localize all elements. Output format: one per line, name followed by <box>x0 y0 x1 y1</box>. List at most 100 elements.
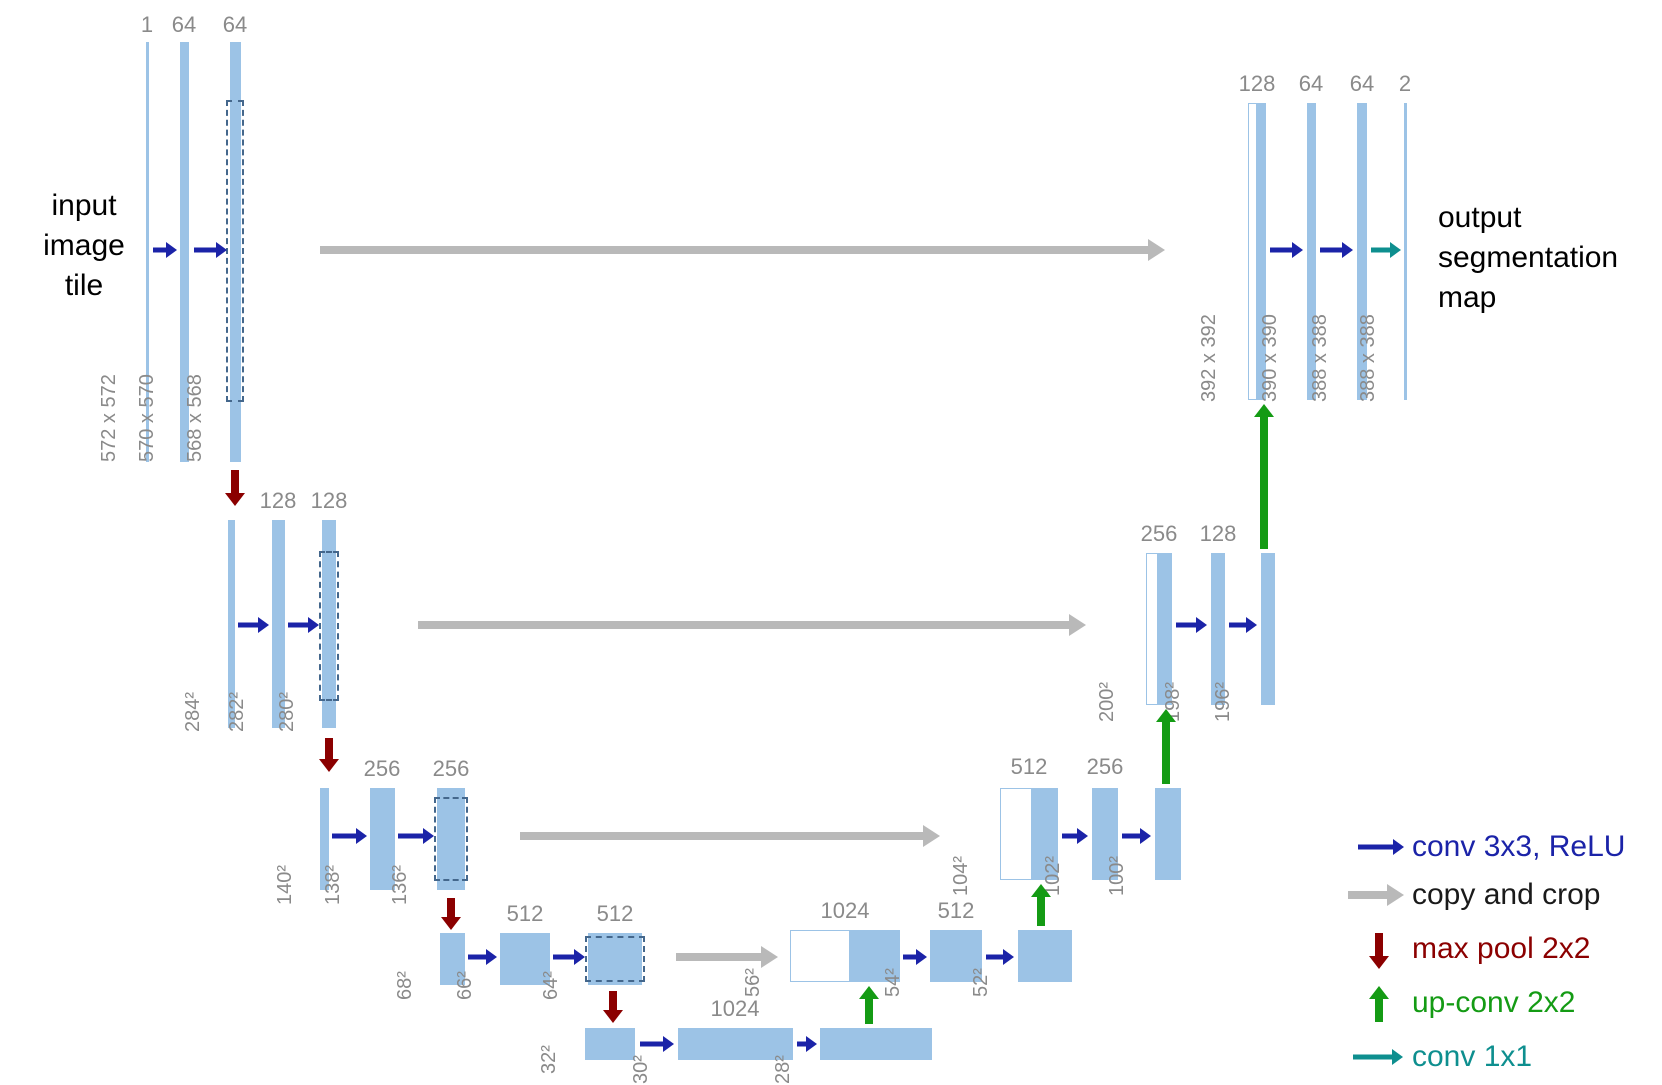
feature-map-bar <box>850 930 900 982</box>
copied-feature-map-bar <box>1146 553 1158 705</box>
conv3x3-arrow <box>398 827 434 845</box>
spatial-size-label: 140² <box>274 864 296 905</box>
feature-map-bar <box>437 788 465 890</box>
spatial-size-label: 282² <box>226 691 248 732</box>
legend-copy-crop-arrow <box>1348 882 1404 908</box>
feature-map-bar <box>1357 103 1367 400</box>
conv3x3-arrow <box>1062 827 1088 845</box>
feature-map-bar <box>678 1028 793 1060</box>
feature-map-bar <box>1211 553 1225 705</box>
spatial-size-label: 280² <box>276 691 298 732</box>
channel-count-label: 64 <box>1298 71 1324 96</box>
legend-conv1x1-arrow <box>1353 1046 1403 1068</box>
conv3x3-arrow <box>1270 241 1303 259</box>
feature-map-bar <box>1018 930 1072 982</box>
copied-feature-map-bar <box>790 930 850 982</box>
feature-map-bar <box>1155 788 1181 880</box>
legend-conv3x3-arrow <box>1358 836 1404 858</box>
channel-count-label: 128 <box>1199 521 1237 546</box>
channel-count-label: 512 <box>1010 754 1048 779</box>
input-label-line: image <box>43 229 125 262</box>
up-conv-arrow <box>1030 884 1052 926</box>
legend-up-conv-label: up-conv 2x2 <box>1412 986 1576 1019</box>
output-label-line: map <box>1438 281 1497 314</box>
feature-map-bar <box>272 520 285 728</box>
crop-region-outline <box>319 551 339 701</box>
input-label-line: tile <box>64 269 104 302</box>
channel-count-label: 1024 <box>820 898 870 923</box>
legend-copy-crop-label: copy and crop <box>1412 878 1601 911</box>
conv3x3-arrow <box>194 241 227 259</box>
spatial-size-label: 568 x 568 <box>184 374 206 462</box>
legend-max-pool-arrow <box>1368 933 1390 969</box>
feature-map-bar <box>322 520 336 728</box>
feature-map-bar <box>228 520 235 728</box>
feature-map-bar <box>1257 103 1266 400</box>
output-segmentation-map-label: output segmentation map <box>1438 198 1662 318</box>
channel-count-label: 64 <box>222 12 248 37</box>
channel-count-label: 128 <box>310 488 348 513</box>
channel-count-label: 256 <box>432 756 470 781</box>
channel-count-label: 256 <box>363 756 401 781</box>
spatial-size-label: 196² <box>1212 681 1234 722</box>
channel-count-label: 1024 <box>710 996 760 1021</box>
spatial-size-label: 390 x 390 <box>1259 314 1281 402</box>
channel-count-label: 256 <box>1086 754 1124 779</box>
legend-conv1x1-label: conv 1x1 <box>1412 1040 1533 1073</box>
feature-map-bar <box>1158 553 1172 705</box>
feature-map-bar <box>180 42 189 462</box>
spatial-size-label: 28² <box>772 1055 794 1084</box>
feature-map-bar <box>1092 788 1118 880</box>
channel-count-label: 2 <box>1398 71 1412 96</box>
channel-count-label: 64 <box>171 12 197 37</box>
max-pool-arrow <box>318 738 340 772</box>
legend-conv3x3-label: conv 3x3, ReLU <box>1412 830 1626 863</box>
conv3x3-arrow <box>332 827 367 845</box>
feature-map-bar <box>1261 553 1275 705</box>
feature-map-bar <box>1032 788 1058 880</box>
input-label-line: input <box>51 189 117 222</box>
conv3x3-arrow <box>1176 616 1207 634</box>
output-label-line: output <box>1438 201 1522 234</box>
crop-region-outline <box>434 797 468 881</box>
feature-map-bar <box>585 1028 635 1060</box>
conv3x3-arrow <box>238 616 269 634</box>
copied-feature-map-bar <box>1248 103 1257 400</box>
feature-map-bar <box>930 930 982 982</box>
spatial-size-label: 52² <box>970 968 992 997</box>
copy-crop-arrow <box>320 238 1165 262</box>
channel-count-label: 64 <box>1349 71 1375 96</box>
channel-count-label: 128 <box>259 488 297 513</box>
feature-map-bar <box>440 933 465 985</box>
feature-map-bar <box>500 933 550 985</box>
up-conv-arrow <box>858 986 880 1024</box>
spatial-size-label: 572 x 572 <box>98 374 120 462</box>
feature-map-bar <box>588 933 642 985</box>
channel-count-label: 256 <box>1140 521 1178 546</box>
spatial-size-label: 30² <box>630 1055 652 1084</box>
conv3x3-arrow <box>986 948 1014 966</box>
spatial-size-label: 388 x 388 <box>1309 314 1331 402</box>
spatial-size-label: 68² <box>394 971 416 1000</box>
spatial-size-label: 104² <box>950 855 972 896</box>
output-label-line: segmentation <box>1438 241 1619 274</box>
spatial-size-label: 284² <box>182 691 204 732</box>
spatial-size-label: 32² <box>538 1045 560 1074</box>
spatial-size-label: 54² <box>882 968 904 997</box>
feature-map-bar <box>146 42 149 462</box>
conv3x3-arrow <box>288 616 319 634</box>
feature-map-bar <box>320 788 329 890</box>
spatial-size-label: 138² <box>322 864 344 905</box>
spatial-size-label: 64² <box>540 971 562 1000</box>
conv3x3-arrow <box>903 948 927 966</box>
conv1x1-arrow <box>1371 241 1401 259</box>
channel-count-label: 512 <box>596 901 634 926</box>
spatial-size-label: 388 x 388 <box>1357 314 1379 402</box>
channel-count-label: 128 <box>1238 71 1276 96</box>
copy-crop-arrow <box>676 945 778 969</box>
feature-map-bar <box>230 42 241 462</box>
conv3x3-arrow <box>553 948 585 966</box>
copy-crop-arrow <box>520 824 940 848</box>
copy-crop-arrow <box>418 613 1086 637</box>
